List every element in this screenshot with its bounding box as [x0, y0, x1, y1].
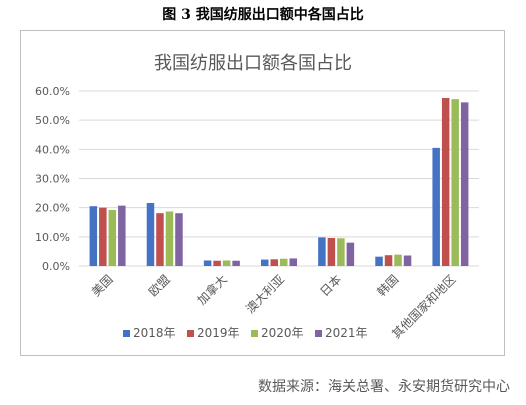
legend-label: 2019年	[197, 326, 240, 340]
chart-title: 我国纺服出口额各国占比	[154, 53, 352, 74]
bar	[403, 255, 412, 266]
bar	[261, 259, 269, 266]
legend-label: 2021年	[325, 326, 368, 340]
bar	[384, 255, 393, 266]
chart-frame: 我国纺服出口额各国占比 0.0% 10.0% 20.0% 30.0% 40.0% 50.0…	[20, 30, 505, 356]
bar	[280, 258, 288, 266]
bar	[165, 211, 174, 266]
x-tick-label: 加拿大	[194, 272, 230, 308]
bar	[327, 238, 336, 266]
y-tick-label: 60.0%	[35, 85, 70, 98]
x-tick-label: 日本	[317, 272, 344, 299]
bar	[99, 207, 107, 266]
legend-swatch	[251, 330, 258, 337]
y-tick-label: 0.0%	[42, 260, 70, 273]
bar	[108, 210, 117, 266]
legend-swatch	[123, 330, 130, 337]
legend-label: 2020年	[261, 326, 304, 340]
bar	[432, 147, 440, 266]
bar	[156, 213, 164, 266]
source-note: 数据来源：海关总署、永安期货研究中心	[258, 379, 510, 395]
bar	[441, 98, 450, 266]
bar	[118, 205, 126, 266]
bar	[451, 99, 459, 267]
bar	[270, 259, 278, 266]
y-tick-label: 50.0%	[35, 114, 70, 127]
x-tick-label: 美国	[89, 272, 116, 299]
legend-swatch	[187, 330, 194, 337]
x-tick-label: 韩国	[374, 272, 402, 300]
y-tick-label: 10.0%	[35, 231, 70, 244]
bar	[222, 260, 231, 266]
bar	[213, 260, 221, 266]
figure-caption: 图 3 我国纺服出口额中各国占比	[162, 7, 364, 23]
bar	[375, 256, 383, 266]
bar	[346, 242, 355, 266]
bar	[337, 238, 345, 266]
legend-swatch	[315, 330, 322, 337]
y-tick-label: 20.0%	[35, 202, 70, 215]
bar	[89, 206, 98, 266]
bar-chart: 我国纺服出口额各国占比 0.0% 10.0% 20.0% 30.0% 40.0% 50.0…	[35, 53, 479, 342]
x-tick-label: 欧盟	[146, 272, 173, 299]
bar	[203, 260, 212, 266]
y-tick-label: 40.0%	[35, 143, 70, 156]
bar	[175, 213, 183, 266]
legend-label: 2018年	[133, 326, 176, 340]
y-tick-label: 30.0%	[35, 173, 70, 186]
bar	[318, 237, 326, 266]
bar	[460, 102, 469, 266]
bar	[232, 260, 240, 266]
bar	[394, 254, 402, 266]
bar	[146, 203, 155, 266]
x-tick-label: 澳大利亚	[243, 272, 287, 316]
bar	[289, 258, 297, 266]
